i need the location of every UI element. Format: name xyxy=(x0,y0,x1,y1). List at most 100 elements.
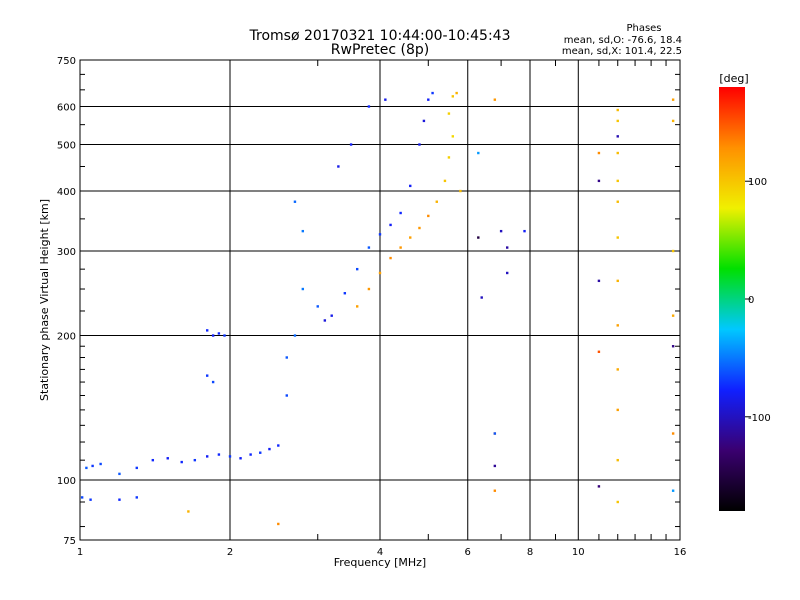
data-point xyxy=(205,329,209,332)
data-point xyxy=(671,249,675,253)
data-point xyxy=(293,200,297,203)
data-point xyxy=(616,368,619,371)
y-tick-label: 75 xyxy=(63,536,76,547)
data-point xyxy=(223,334,226,337)
data-point xyxy=(616,108,619,112)
colorbar-tick-label: 0 xyxy=(748,295,754,306)
data-point xyxy=(597,485,601,488)
data-point xyxy=(422,119,426,123)
y-axis-ticks: 75 100 200 300 400 500 600 750 xyxy=(57,56,680,547)
data-point xyxy=(85,466,88,470)
data-point xyxy=(323,319,327,322)
data-point xyxy=(493,98,497,101)
data-point xyxy=(378,233,382,236)
data-point xyxy=(355,305,359,308)
data-point xyxy=(118,498,121,501)
x-tick-label: 6 xyxy=(465,547,471,558)
data-point xyxy=(217,453,221,456)
data-point xyxy=(378,271,382,275)
data-point xyxy=(301,229,305,233)
data-point xyxy=(435,200,438,203)
data-point xyxy=(447,112,451,115)
data-point xyxy=(337,165,340,168)
data-point xyxy=(616,279,619,283)
data-point xyxy=(193,458,197,462)
data-point xyxy=(505,271,509,275)
x-tick-label: 16 xyxy=(674,547,687,558)
data-point xyxy=(523,229,526,233)
data-point xyxy=(187,510,190,513)
data-point xyxy=(616,200,619,203)
data-point xyxy=(316,305,319,308)
data-point xyxy=(343,292,347,295)
data-point xyxy=(239,457,242,460)
data-point xyxy=(431,91,434,95)
data-point xyxy=(505,246,509,249)
data-point xyxy=(349,143,353,146)
data-point xyxy=(477,151,480,155)
data-point xyxy=(166,457,169,460)
y-tick-label: 500 xyxy=(57,141,76,152)
data-point xyxy=(89,498,92,501)
data-point xyxy=(493,432,497,435)
data-point xyxy=(409,184,412,188)
colorbar-tick-label: 100 xyxy=(748,177,767,188)
data-point xyxy=(355,267,359,271)
data-point xyxy=(616,458,619,462)
colorbar xyxy=(719,87,745,511)
data-point xyxy=(367,105,371,108)
data-point xyxy=(477,236,480,239)
data-point xyxy=(211,380,215,384)
x-axis-ticks: 1 2 4 6 8 10 16 xyxy=(77,60,687,558)
data-point xyxy=(597,279,601,283)
data-point xyxy=(418,143,421,146)
data-point xyxy=(285,356,288,359)
data-point xyxy=(671,314,675,317)
data-point xyxy=(671,119,675,123)
data-point xyxy=(277,522,280,526)
data-point xyxy=(217,332,221,335)
grid-lines xyxy=(80,60,680,540)
colorbar-tick-label: -100 xyxy=(748,413,771,424)
x-tick-label: 8 xyxy=(527,547,533,558)
data-point xyxy=(616,151,619,155)
data-point xyxy=(259,451,262,454)
data-point xyxy=(330,314,333,317)
data-point xyxy=(389,223,392,227)
data-point xyxy=(616,324,619,327)
data-point xyxy=(399,246,402,249)
data-points xyxy=(80,91,675,526)
data-point xyxy=(249,453,252,456)
y-tick-label: 600 xyxy=(57,103,76,114)
data-point xyxy=(451,135,455,138)
y-axis-label: Stationary phase Virtual Height [km] xyxy=(38,199,51,401)
data-point xyxy=(91,464,94,468)
data-point xyxy=(367,287,371,291)
data-point xyxy=(616,135,619,138)
x-tick-label: 2 xyxy=(227,547,233,558)
y-tick-label: 200 xyxy=(57,332,76,343)
x-tick-label: 1 xyxy=(77,547,83,558)
data-point xyxy=(427,214,430,218)
data-point xyxy=(151,458,155,462)
y-tick-label: 300 xyxy=(57,247,76,258)
data-point xyxy=(616,119,619,123)
data-point xyxy=(277,444,280,447)
data-point xyxy=(367,246,371,249)
data-point xyxy=(285,394,288,397)
data-point xyxy=(671,432,675,435)
data-point xyxy=(301,287,305,291)
stats-o-mode: mean, sd,O: -76.6, 18.4 xyxy=(564,35,682,46)
x-tick-label: 10 xyxy=(572,547,585,558)
data-point xyxy=(268,447,271,451)
data-point xyxy=(616,179,619,183)
data-point xyxy=(499,229,503,233)
data-point xyxy=(427,98,430,101)
data-point xyxy=(389,256,392,260)
data-point xyxy=(399,211,402,215)
y-tick-label: 400 xyxy=(57,187,76,198)
data-point xyxy=(597,151,601,155)
data-point xyxy=(180,460,183,464)
stats-title: Phases xyxy=(626,23,661,34)
chart-subtitle: RwPretec (8p) xyxy=(331,42,429,58)
